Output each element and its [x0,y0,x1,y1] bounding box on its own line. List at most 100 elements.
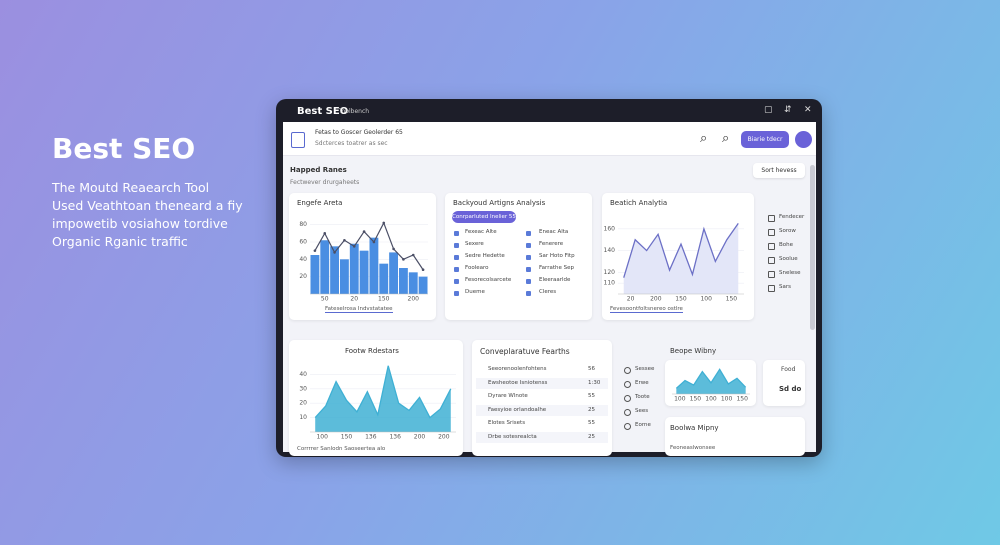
trend-point [333,251,336,254]
menu-icon[interactable] [768,229,775,236]
x-tick-label: 100 [705,396,717,403]
trend-point [313,249,317,252]
list-icon [526,291,531,296]
list-icon [526,255,531,260]
row-value: 25 [588,406,595,413]
menu-item[interactable]: Toote [635,394,650,400]
card-title: Boolwa Mipny [670,424,719,432]
menu-icon[interactable] [768,215,775,222]
menu-item[interactable]: Sessee [635,366,655,372]
search-icon[interactable]: ⌕ [700,131,708,146]
stat-label: Food [781,366,796,373]
card-title: Conveplaratuve Fearths [480,347,570,356]
row-bg [476,391,608,402]
menu-item[interactable]: Soolue [779,256,798,262]
bar [359,250,369,294]
menu-item[interactable]: Erwe [635,380,649,386]
trend-point [392,247,395,251]
menu-item[interactable]: Fendecer [779,214,805,220]
window-control[interactable]: ✕ [804,105,812,115]
menu-item[interactable]: Sees [635,408,649,414]
header-icon [291,132,305,148]
card [763,360,805,406]
area [315,365,451,432]
card-subtitle: Feoneaslwonsee [670,445,716,451]
bar [418,276,428,294]
hero-line: impowetib vosiahow tordive [52,216,228,231]
menu-icon[interactable] [624,367,631,374]
x-tick-label: 150 [378,296,390,303]
list-icon [454,243,459,248]
menu-item[interactable]: Eorne [635,422,651,428]
bar [408,272,418,294]
line [675,368,747,389]
card-title: Footw Rdestars [345,347,399,355]
hero-line: Organic Rganic traffic [52,234,188,249]
x-tick-label: 50 [321,296,329,303]
trend-point [421,268,425,272]
menu-icon[interactable] [768,271,775,278]
sort-button[interactable]: Sort hevess [753,163,805,178]
y-tick-label: 30 [299,385,307,392]
menu-icon[interactable] [624,423,631,430]
row-bg [476,418,608,429]
card-title: Backyoud Artigns Analysis [453,199,546,207]
x-tick-label: 100 [721,396,733,403]
bar [330,246,340,294]
card [289,340,463,456]
menu-icon[interactable] [624,381,631,388]
list-item: Fexeac Alte [465,229,497,235]
bar [339,259,349,294]
window-control[interactable]: ⇵ [784,105,792,115]
list-item: Eneac Alta [539,229,569,235]
y-tick-label: 20 [299,273,307,280]
x-tick-label: 100 [316,434,328,441]
y-tick-label: 10 [299,414,307,421]
menu-item[interactable]: Bohe [779,242,794,248]
menu-item[interactable]: Sorow [779,228,796,234]
round-button[interactable] [795,131,812,148]
window-control[interactable]: ▢ [764,105,773,115]
caption: Fevesoontfoltsnereo ostlre [610,306,683,313]
menu-item[interactable]: Snelese [779,270,801,276]
scrollbar [810,165,815,330]
section-title: Happed Ranes [290,166,347,174]
hero-title: Best SEO [52,132,196,165]
chart: 10 20 30 40 100 150 136 136 200 200 [299,365,456,441]
list-item: Eleeraarlde [539,277,571,283]
list-item: Farrathe Sep [539,265,574,271]
hero-line: Used Veathtoan theneard a fiy [52,198,243,213]
row-label: Elotes Srisets [488,420,526,426]
card-title: Engefe Areta [297,199,343,207]
y-tick-label: 20 [299,400,307,407]
caption: Fateselrosa Indvstatatee [325,306,393,313]
trend-point [411,253,415,257]
list-item: Dueme [465,289,485,295]
row-value: 25 [588,433,595,440]
x-tick-label: 150 [341,434,353,441]
search-icon[interactable]: ⌕ [722,131,730,146]
row-label: Seeorenoolenfohtens [488,366,547,372]
menu-item[interactable]: Sars [779,284,791,290]
header-subtitle: Sdcterces toatrer as sec [315,140,388,147]
trend-point [382,221,386,225]
bar [310,255,320,294]
chart: 20 40 60 80 50 20 150 200 [299,221,428,303]
list-item: Cleres [539,289,557,295]
menu-icon[interactable] [624,409,631,416]
row-label: Drbe sotesrealcta [488,433,537,440]
row-bg [476,364,608,375]
card-button[interactable]: Conrparluted Inelier 55 [452,211,516,223]
menu-icon[interactable] [768,257,775,264]
row-bg [476,431,608,443]
menu-icon[interactable] [768,243,775,250]
line [623,223,739,278]
menu-icon[interactable] [624,395,631,402]
menu-icon[interactable] [768,285,775,292]
trend-point [362,230,366,233]
row-value: 55 [588,393,595,399]
header-button[interactable]: Biarie tdecr [741,131,789,148]
x-tick-label: 20 [350,296,358,303]
window-menu[interactable]: Toolbench [339,108,370,115]
